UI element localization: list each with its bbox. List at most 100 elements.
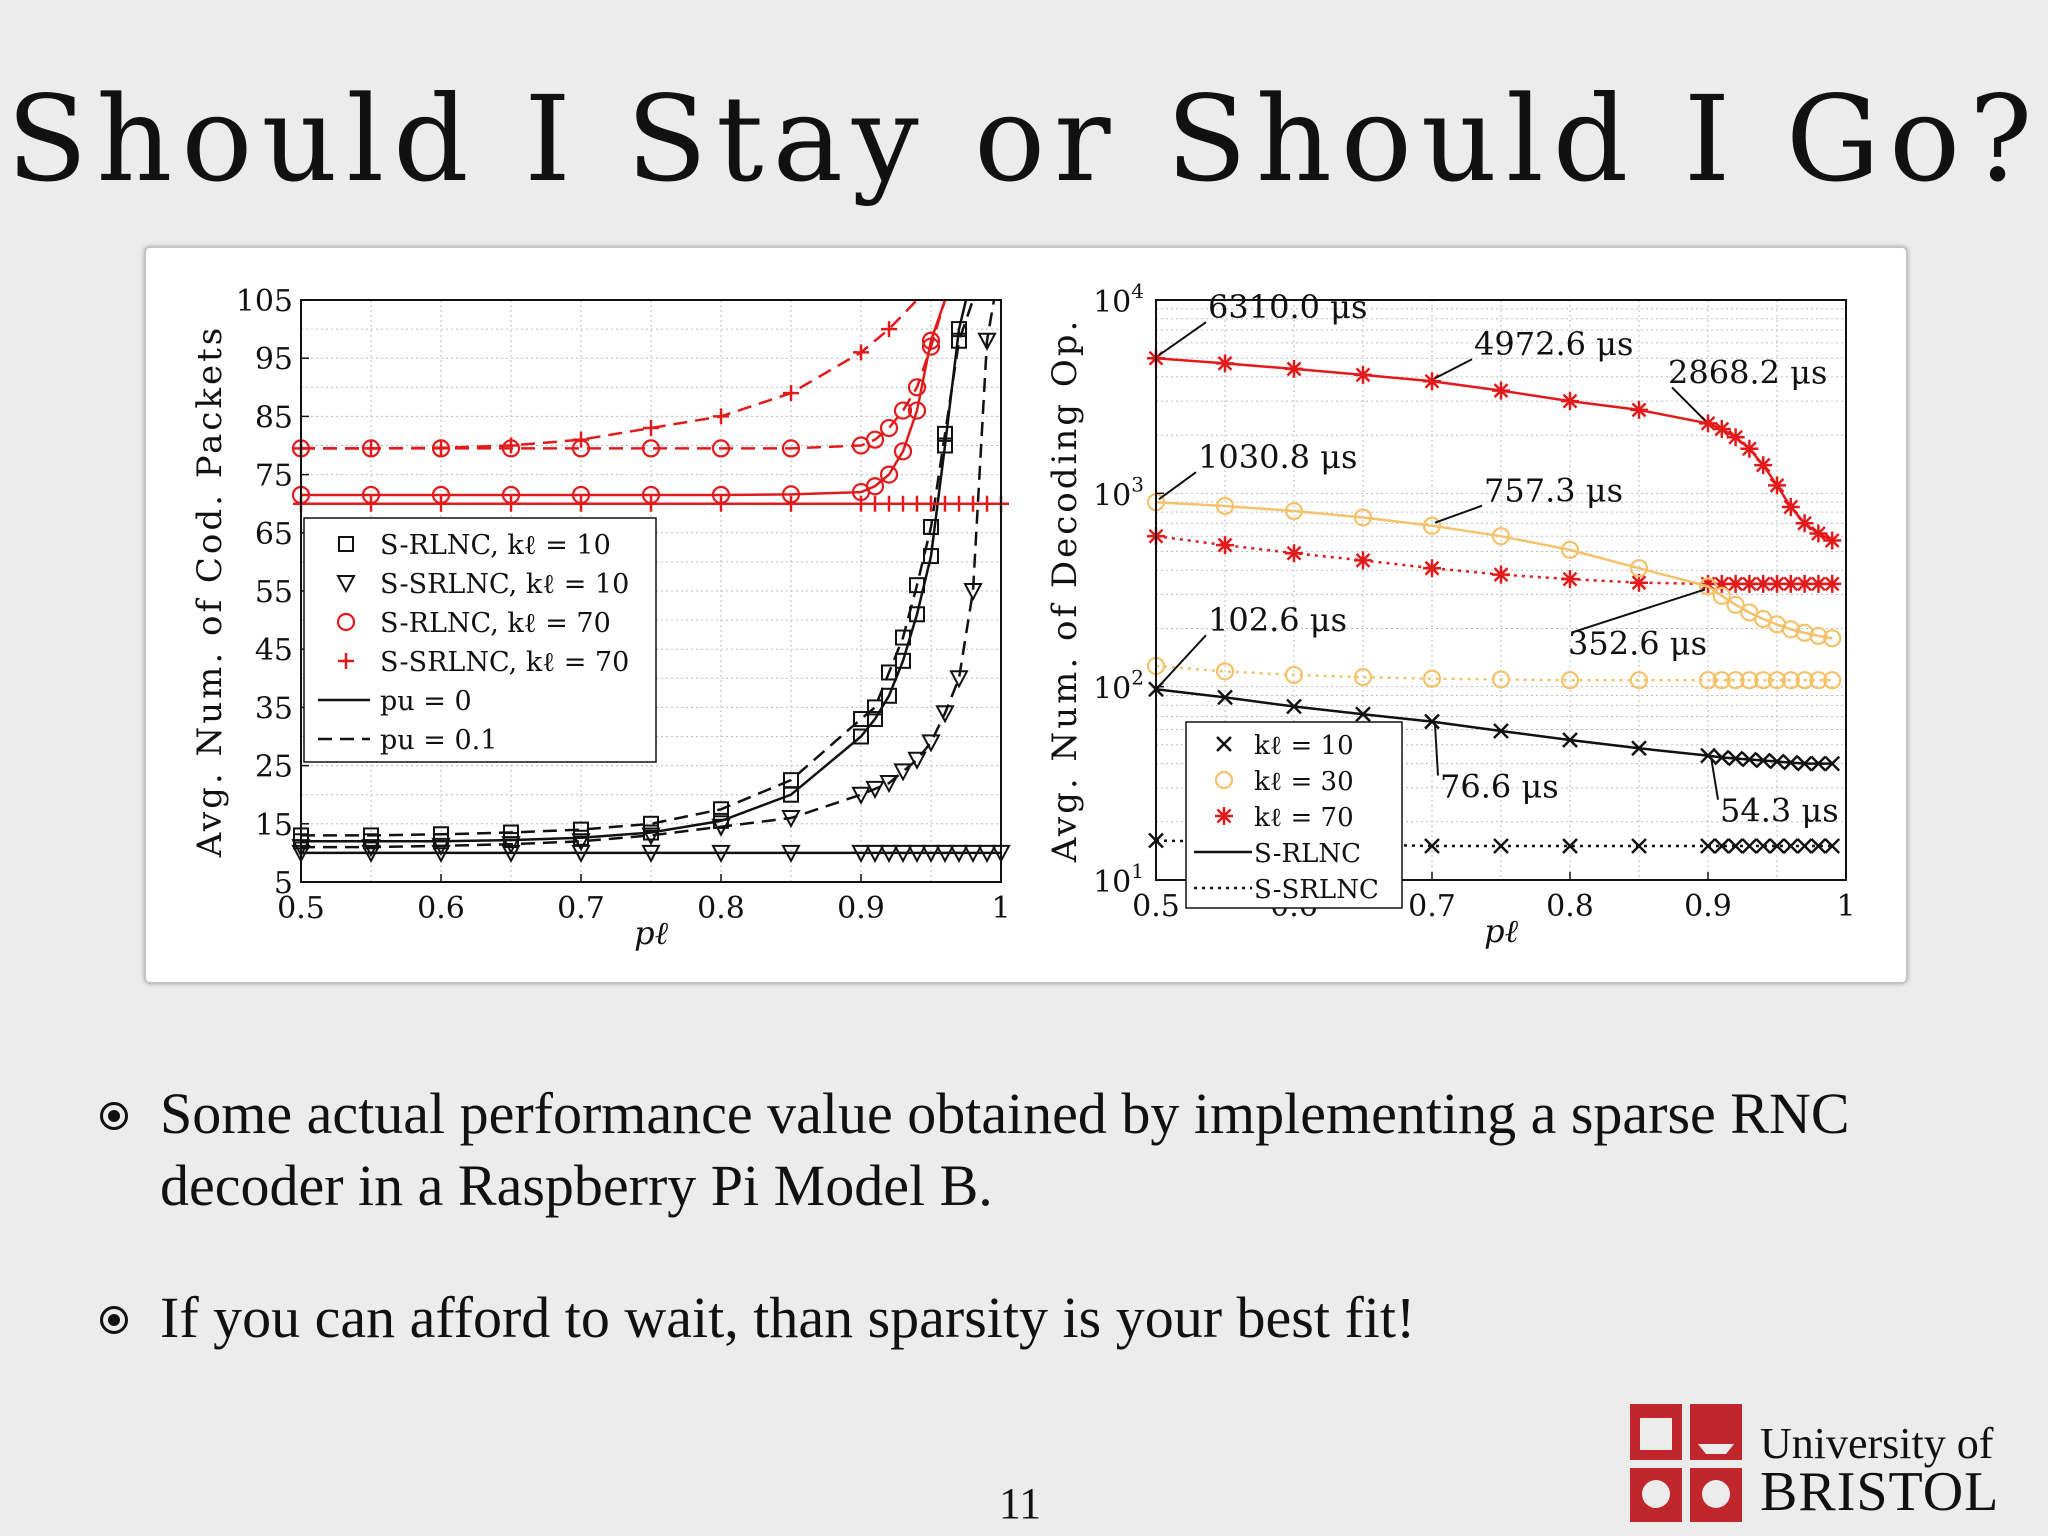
marker-triangle	[641, 827, 661, 846]
series-line	[1155, 687, 1833, 765]
marker-plus	[713, 495, 729, 512]
marker-plus	[503, 495, 519, 512]
marker-x	[1700, 747, 1716, 764]
marker-circle	[1795, 671, 1814, 690]
bullet-icon	[100, 1306, 128, 1334]
marker-circle	[1781, 671, 1800, 690]
annotation: 76.6 μs	[1434, 724, 1559, 806]
legend-box	[303, 517, 657, 763]
series-7	[293, 495, 1009, 512]
marker-asterisk	[1754, 456, 1773, 475]
marker-asterisk	[1781, 574, 1800, 593]
marker-square	[895, 629, 911, 646]
marker-asterisk	[1823, 531, 1842, 550]
marker-circle	[1491, 527, 1511, 546]
marker-x	[1355, 706, 1371, 723]
university-logo	[1630, 1404, 1742, 1522]
marker-circle	[1560, 671, 1580, 690]
marker-triangle	[781, 844, 801, 864]
chart-1: 0.5 0.6 0.7 0.8 0.9 15152535455565758595105pℓ…	[190, 284, 1011, 952]
y-tick-label: 95	[255, 342, 293, 377]
marker-circle	[336, 612, 356, 632]
marker-circle	[865, 477, 885, 496]
annotation-label: 2868.2 μs	[1668, 353, 1827, 391]
marker-triangle	[711, 818, 731, 837]
marker-circle	[641, 439, 661, 458]
annotation: 352.6 μs	[1568, 588, 1707, 662]
marker-circle	[921, 337, 941, 356]
marker-triangle	[963, 844, 983, 864]
x-axis-label: pℓ	[634, 914, 668, 952]
marker-triangle	[501, 836, 521, 855]
marker-plus	[363, 495, 379, 512]
marker-asterisk	[1354, 551, 1372, 570]
marker-circle	[781, 439, 801, 458]
marker-triangle	[851, 786, 871, 805]
marker-circle	[1754, 671, 1773, 690]
marker-square	[937, 425, 953, 442]
marker-x	[1769, 753, 1785, 770]
legend-item: kℓ = 10	[1216, 731, 1354, 761]
annotation-label: 76.6 μs	[1440, 768, 1559, 806]
logo-castle-icon	[1640, 1418, 1672, 1450]
marker-x	[1755, 838, 1772, 854]
marker-circle	[1353, 508, 1373, 527]
marker-plus	[643, 420, 659, 437]
marker-circle	[907, 378, 927, 397]
marker-triangle	[865, 780, 885, 800]
marker-square	[643, 815, 659, 832]
marker-square	[713, 801, 729, 818]
bullet-text: Some actual performance value obtained b…	[160, 1081, 1850, 1218]
x-tick-label: 0.9	[1684, 889, 1732, 924]
marker-square	[867, 699, 883, 716]
marker-plus	[881, 321, 897, 338]
marker-plus	[937, 495, 953, 512]
y-tick-label: 5	[274, 866, 293, 901]
marker-plus	[895, 495, 911, 512]
y-tick-label: 45	[255, 633, 293, 668]
marker-circle	[1809, 671, 1828, 690]
marker-asterisk	[1795, 574, 1814, 593]
marker-circle	[1422, 669, 1442, 688]
marker-asterisk	[1768, 574, 1786, 593]
marker-plus	[853, 344, 869, 361]
legend-item: kℓ = 70	[1215, 803, 1354, 833]
y-tick-label: 85	[255, 400, 293, 435]
marker-x	[1562, 838, 1578, 854]
marker-circle	[1284, 501, 1304, 521]
legend-label: S-RLNC	[1254, 839, 1361, 869]
legend-item: S-RLNC, kℓ = 10	[338, 530, 611, 561]
marker-circle	[1284, 665, 1304, 685]
marker-asterisk	[1712, 574, 1731, 593]
x-tick-label: 0.7	[557, 891, 605, 926]
marker-square	[951, 332, 967, 349]
marker-plus	[853, 495, 869, 512]
legend-label: kℓ = 70	[1254, 803, 1354, 833]
marker-circle	[1823, 629, 1842, 648]
series-line	[301, 299, 947, 450]
figure-svg: 0.5 0.6 0.7 0.8 0.9 15152535455565758595105pℓ…	[190, 279, 1856, 952]
marker-circle	[1712, 586, 1731, 605]
marker-triangle	[431, 837, 451, 857]
marker-asterisk	[1699, 574, 1717, 593]
marker-x	[1713, 838, 1730, 854]
marker-square	[338, 536, 354, 552]
marker-square	[923, 518, 939, 535]
y-tick-label: 75	[255, 459, 293, 494]
bullet-item: If you can afford to wait, than sparsity…	[100, 1282, 2000, 1354]
marker-asterisk	[1423, 559, 1441, 578]
marker-plus	[923, 495, 939, 512]
marker-plus	[363, 440, 379, 457]
marker-circle	[711, 439, 731, 458]
annotation-arrow	[1434, 358, 1473, 380]
series-line	[301, 299, 947, 497]
marker-x	[1424, 713, 1440, 730]
legend-label: S-RLNC, kℓ = 70	[380, 608, 611, 639]
marker-triangle	[963, 583, 983, 602]
marker-x	[1493, 838, 1509, 854]
marker-asterisk	[1630, 573, 1648, 592]
marker-x	[1810, 838, 1827, 854]
series-2	[293, 299, 975, 844]
marker-asterisk	[1285, 359, 1303, 378]
marker-x	[1755, 752, 1772, 769]
